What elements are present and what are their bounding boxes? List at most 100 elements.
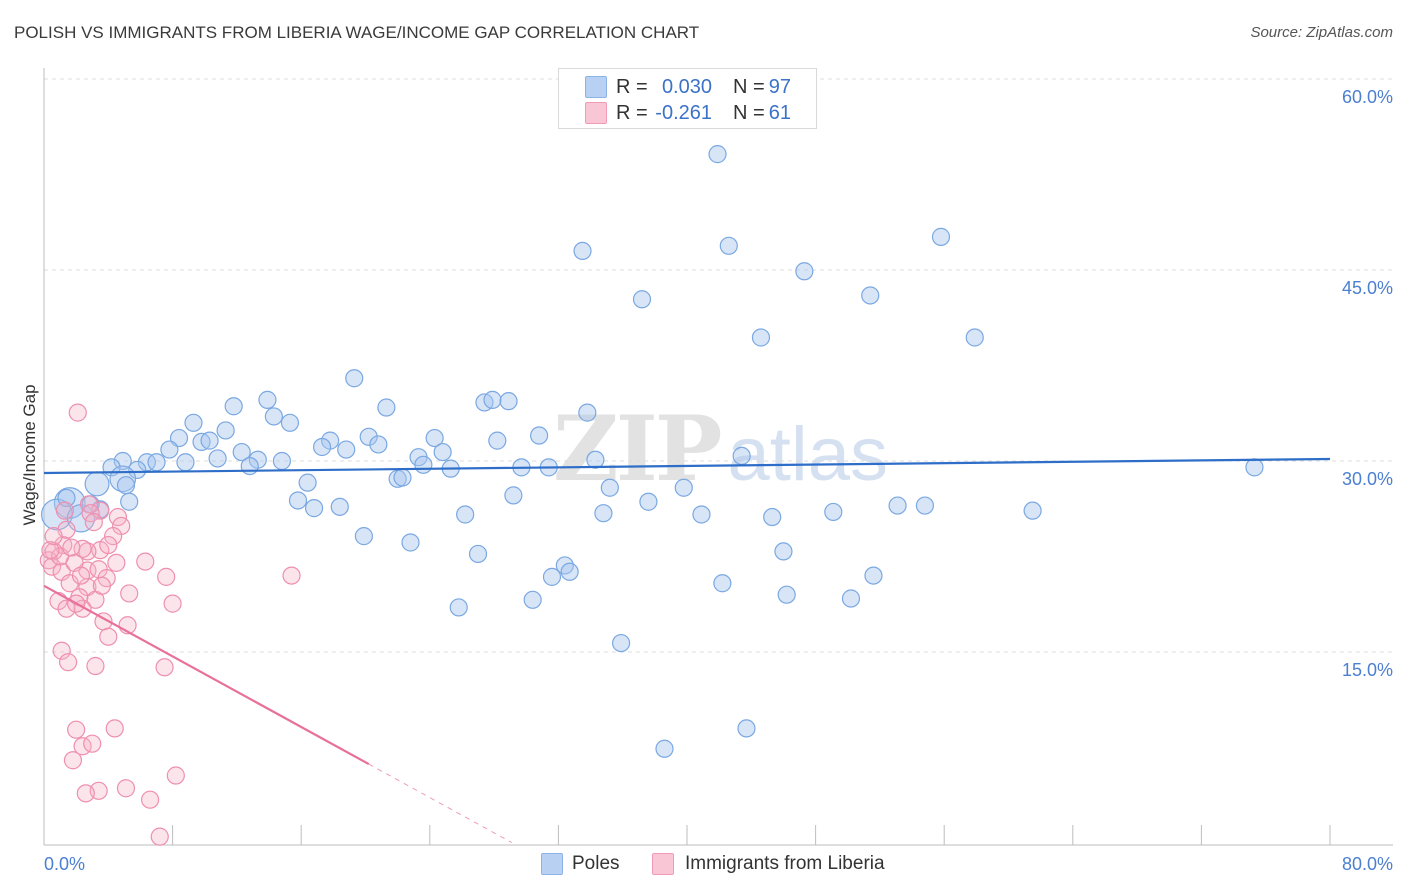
poles-point	[208, 449, 227, 468]
poles-point	[763, 507, 782, 527]
liberia-points	[39, 403, 301, 846]
legend-n-label: N =	[733, 76, 765, 98]
poles-point	[931, 227, 951, 246]
poles-point	[864, 566, 883, 585]
poles-point	[504, 486, 523, 505]
liberia-point	[63, 751, 83, 770]
poles-point	[216, 421, 235, 440]
correlation-legend: R = 0.030 N = 97 R = -0.261 N = 61	[558, 68, 817, 129]
liberia-point	[99, 535, 118, 555]
poles-point	[542, 567, 562, 586]
liberia-point	[86, 656, 105, 676]
poles-point	[414, 455, 433, 474]
poles-point	[354, 527, 373, 546]
legend-n-value: 97	[768, 76, 791, 98]
poles-point	[449, 598, 468, 617]
gridlines	[44, 78, 1393, 653]
liberia-trend-extension	[368, 763, 513, 844]
poles-point	[861, 286, 880, 305]
poles-point	[288, 491, 308, 510]
poles-point	[751, 328, 771, 347]
poles-point	[708, 145, 727, 164]
legend-n-label: N =	[733, 102, 765, 124]
poles-point	[377, 398, 396, 417]
poles-point	[488, 431, 507, 450]
poles-point	[777, 585, 796, 604]
poles-point	[120, 492, 139, 511]
poles-point	[713, 574, 732, 593]
legend-r-value: -0.261	[655, 102, 712, 124]
liberia-point	[76, 784, 95, 803]
poles-trend-line	[43, 457, 1331, 475]
axes	[43, 68, 1393, 846]
legend-swatch-liberia	[652, 853, 674, 875]
poles-point	[312, 437, 332, 457]
liberia-point	[136, 552, 155, 571]
poles-point	[586, 450, 605, 469]
liberia-point	[57, 599, 76, 618]
liberia-point	[52, 641, 71, 660]
poles-point	[456, 505, 475, 524]
poles-point	[600, 478, 619, 497]
liberia-point	[104, 527, 123, 546]
poles-point	[611, 633, 631, 653]
legend-swatch-poles	[585, 76, 607, 98]
poles-point	[369, 435, 388, 454]
poles-point	[433, 442, 452, 462]
poles-point	[337, 440, 356, 459]
legend-label-poles: Poles	[572, 853, 620, 874]
legend-swatch-poles	[541, 853, 563, 875]
poles-point	[774, 542, 793, 561]
poles-point	[224, 397, 243, 416]
liberia-point	[68, 403, 87, 422]
poles-point	[304, 499, 324, 518]
poles-point	[674, 478, 693, 497]
poles-point	[264, 407, 283, 426]
liberia-point	[155, 658, 174, 677]
y-tick-label: 30.0%	[1342, 469, 1393, 489]
liberia-point	[150, 827, 169, 846]
liberia-point	[83, 734, 102, 753]
legend-r-value: 0.030	[661, 76, 712, 98]
watermark-atlas: atlas	[727, 412, 889, 497]
poles-point	[113, 451, 132, 471]
poles-point	[530, 426, 549, 445]
poles-point	[732, 446, 751, 466]
legend-swatch-liberia	[585, 102, 607, 124]
poles-point	[483, 390, 502, 409]
poles-point	[128, 460, 147, 480]
poles-point	[468, 544, 488, 564]
liberia-trend-line	[43, 584, 370, 765]
poles-point	[272, 451, 292, 471]
legend-label-liberia: Immigrants from Liberia	[685, 853, 885, 874]
source-credit: Source: ZipAtlas.com	[1250, 24, 1393, 41]
poles-point	[298, 473, 317, 492]
poles-point	[240, 456, 259, 476]
liberia-point	[99, 627, 118, 646]
poles-point	[1023, 501, 1042, 520]
poles-point	[573, 241, 592, 260]
poles-point	[692, 505, 711, 524]
liberia-point	[59, 653, 78, 672]
poles-point	[499, 392, 518, 411]
poles-point	[258, 390, 277, 409]
legend-n-value: 61	[768, 102, 791, 124]
poles-point	[737, 719, 756, 738]
liberia-point	[282, 566, 301, 585]
poles-point	[965, 328, 984, 347]
legend-r-label: R =	[616, 76, 648, 98]
liberia-point	[157, 567, 176, 586]
liberia-point	[120, 584, 139, 603]
liberia-point	[92, 576, 111, 595]
zipatlas-watermark: ZIP atlas	[553, 404, 888, 494]
poles-point	[401, 533, 420, 552]
poles-point	[232, 442, 251, 462]
liberia-point	[67, 720, 86, 739]
poles-point	[359, 427, 378, 446]
poles-point	[888, 496, 907, 515]
x-tick-label: 0.0%	[44, 854, 85, 874]
y-tick-label: 60.0%	[1342, 87, 1393, 107]
poles-point	[425, 428, 444, 448]
poles-point	[824, 502, 843, 522]
liberia-point	[107, 553, 126, 572]
